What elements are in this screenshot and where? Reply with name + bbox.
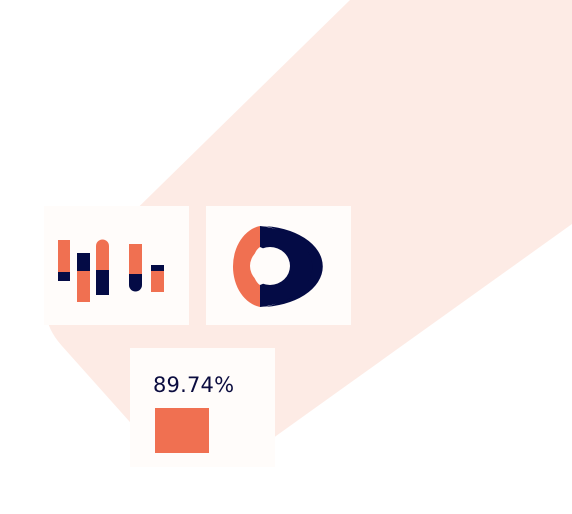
kpi-swatch	[155, 408, 209, 453]
donut-slice-accent	[232, 226, 260, 307]
donut-chart-icon	[232, 226, 323, 307]
bar-3-top	[96, 239, 109, 270]
bar-5-bottom	[151, 271, 164, 292]
bar-4-bottom	[129, 274, 142, 292]
bar-chart-icon	[58, 239, 164, 302]
bar-3-bottom	[96, 270, 109, 295]
bar-1-bottom	[58, 272, 70, 281]
bar-5-top	[151, 265, 164, 271]
bar-4-top	[129, 244, 142, 274]
donut-slice-navy	[260, 226, 323, 307]
bar-2-bottom	[77, 271, 90, 302]
bar-chart-widget	[44, 206, 189, 325]
bar-1-top	[58, 240, 70, 272]
donut-hole	[250, 247, 290, 285]
donut-chart-widget	[206, 206, 351, 325]
bar-2-top	[77, 253, 90, 271]
kpi-widget: 89.74%	[130, 348, 275, 467]
kpi-value: 89.74%	[153, 373, 235, 397]
